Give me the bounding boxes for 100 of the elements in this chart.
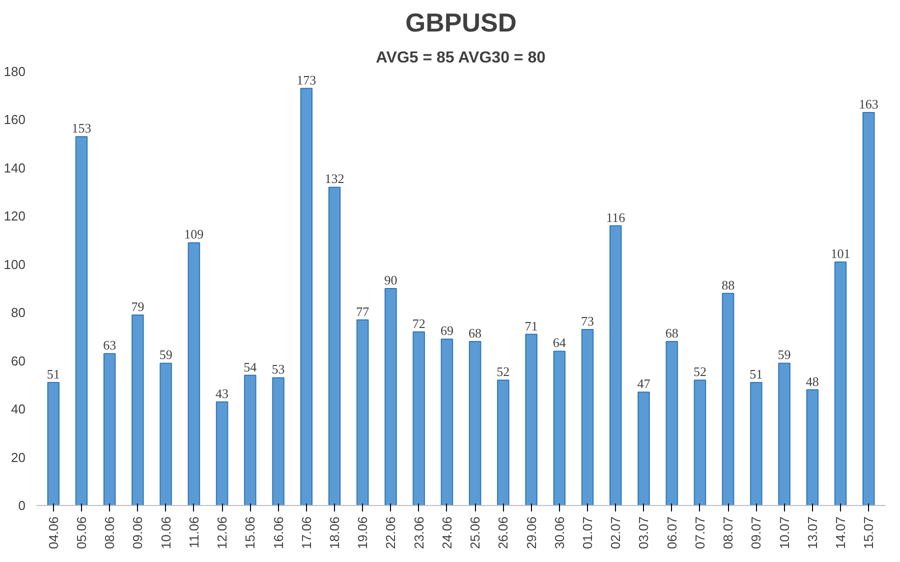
x-tick-label: 11.06 [186, 516, 202, 548]
chart-subtitle: AVG5 = 85 AVG30 = 80 [376, 50, 546, 66]
y-tick-label: 60 [11, 353, 26, 368]
data-label: 52 [496, 364, 510, 380]
bar [525, 334, 538, 506]
y-tick-label: 100 [4, 256, 26, 272]
x-tick-label: 01.07 [580, 516, 596, 550]
data-label: 43 [216, 386, 229, 401]
data-label: 72 [412, 316, 426, 331]
x-tick-label: 05.06 [74, 516, 89, 550]
bar [244, 374, 256, 506]
bar [412, 331, 425, 506]
x-tick-label: 12.06 [214, 516, 230, 550]
y-tick-label: 160 [4, 112, 26, 128]
x-tick-label: 09.07 [748, 516, 764, 550]
bar [497, 380, 510, 506]
bar [356, 319, 369, 506]
data-label: 59 [159, 347, 172, 362]
x-tick-label: 15.06 [242, 516, 258, 550]
data-label: 63 [103, 338, 116, 353]
data-label: 51 [46, 366, 60, 382]
bar [862, 112, 875, 506]
bar [188, 242, 200, 506]
x-tick-label: 08.06 [102, 516, 118, 550]
x-tick-label: 30.06 [552, 516, 567, 550]
bar [638, 392, 650, 506]
bar [778, 362, 790, 506]
data-label: 69 [440, 323, 454, 338]
bar [581, 328, 594, 506]
chart-title: GBPUSD [405, 8, 517, 38]
x-tick-label: 08.07 [720, 516, 736, 550]
bar [553, 350, 566, 506]
bar [132, 314, 144, 506]
x-tick-label: 03.07 [636, 516, 652, 550]
data-label: 132 [324, 171, 344, 186]
bar [47, 382, 60, 506]
data-label: 68 [468, 326, 482, 341]
y-tick-label: 120 [4, 208, 26, 224]
bar [722, 292, 734, 506]
bar [750, 382, 762, 506]
data-label: 173 [296, 72, 316, 88]
x-tick-label: 24.06 [439, 516, 454, 550]
data-label: 48 [806, 374, 819, 389]
y-tick-label: 20 [11, 450, 26, 465]
x-tick-label: 14.07 [833, 516, 848, 550]
bar [468, 341, 482, 506]
data-label: 90 [384, 272, 398, 288]
x-tick-label: 13.07 [804, 516, 820, 550]
data-label: 52 [693, 364, 706, 380]
bar [75, 136, 88, 506]
data-label: 71 [524, 318, 538, 334]
bar [440, 338, 454, 506]
y-tick-label: 180 [4, 64, 26, 79]
x-tick-label: 10.07 [776, 516, 792, 550]
data-label: 101 [830, 246, 850, 261]
x-tick-label: 10.06 [158, 516, 174, 550]
data-label: 88 [722, 277, 735, 292]
data-label: 153 [72, 120, 92, 136]
x-tick-label: 02.07 [608, 516, 624, 550]
x-tick-label: 04.06 [46, 516, 61, 550]
bar [103, 353, 116, 506]
data-label: 73 [581, 313, 594, 328]
data-label: 163 [858, 96, 878, 112]
x-tick-label: 09.06 [130, 516, 146, 550]
data-label: 79 [131, 299, 144, 314]
bar [806, 389, 819, 506]
x-tick-label: 25.06 [468, 516, 483, 550]
bar [160, 362, 172, 506]
data-label: 47 [637, 376, 651, 392]
bar [666, 341, 678, 506]
data-label: 64 [552, 335, 566, 350]
y-tick-label: 140 [4, 160, 26, 176]
data-label: 77 [356, 304, 370, 319]
data-label: 54 [244, 359, 258, 374]
x-tick-label: 18.06 [326, 516, 342, 550]
x-tick-label: 16.06 [270, 516, 286, 550]
x-tick-label: 29.06 [524, 516, 539, 550]
y-tick-label: 80 [11, 305, 26, 320]
x-tick-label: 06.07 [664, 516, 680, 550]
data-label: 51 [750, 366, 763, 382]
x-tick-label: 19.06 [355, 516, 370, 550]
data-label: 68 [665, 326, 678, 341]
bar [272, 377, 284, 506]
y-tick-label: 40 [11, 402, 26, 417]
data-label: 109 [184, 226, 204, 242]
data-label: 116 [606, 210, 626, 225]
bar [216, 401, 228, 506]
bar [694, 380, 706, 506]
bar [328, 186, 341, 506]
bar [609, 225, 622, 506]
x-tick-label: 15.07 [861, 516, 876, 550]
bar [384, 288, 397, 506]
x-tick-label: 23.06 [411, 516, 426, 550]
bar [834, 261, 847, 506]
x-tick-label: 07.07 [692, 516, 708, 550]
x-tick-label: 26.06 [496, 516, 511, 550]
data-label: 59 [778, 347, 791, 362]
x-tick-label: 17.06 [298, 516, 314, 550]
data-label: 53 [272, 362, 285, 377]
y-tick-label: 0 [18, 498, 26, 513]
